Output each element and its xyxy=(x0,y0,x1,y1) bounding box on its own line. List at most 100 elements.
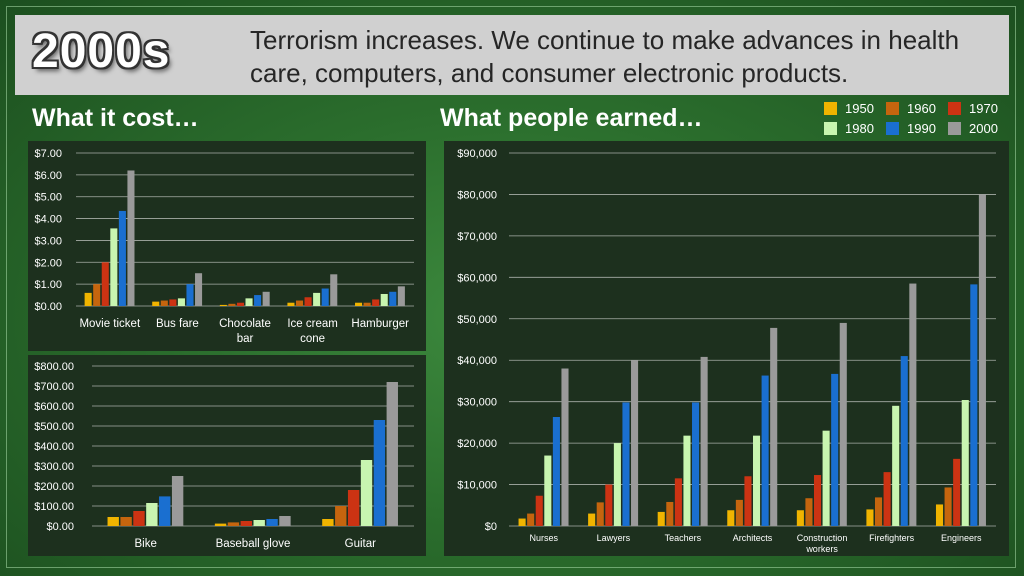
bar-2000 xyxy=(195,273,203,306)
y-tick-label: $300.00 xyxy=(34,461,74,473)
legend-item-1970: 1970 xyxy=(948,101,998,116)
bar-1990 xyxy=(692,402,700,526)
category-label: Movie ticket xyxy=(79,318,141,330)
y-tick-label: $5.00 xyxy=(34,192,62,204)
bar-1990 xyxy=(266,519,278,526)
bar-1960 xyxy=(93,284,101,306)
bar-2000 xyxy=(770,327,778,526)
legend-item-1950: 1950 xyxy=(824,101,874,116)
legend-label-1950: 1950 xyxy=(845,101,874,116)
bar-1950 xyxy=(796,510,804,526)
bar-1980 xyxy=(613,443,621,526)
legend-label-1980: 1980 xyxy=(845,121,874,136)
y-tick-label: $30,000 xyxy=(457,397,497,409)
bar-2000 xyxy=(561,368,569,526)
category-label: Ice cream xyxy=(287,318,338,330)
y-tick-label: $800.00 xyxy=(34,361,74,373)
bar-1990 xyxy=(159,496,171,526)
bar-1960 xyxy=(363,302,371,306)
bar-1970 xyxy=(347,490,360,526)
earned-section-title: What people earned… xyxy=(440,104,703,132)
bar-1970 xyxy=(605,484,613,526)
bar-1960 xyxy=(805,498,813,526)
bar-2000 xyxy=(978,194,986,526)
bar-1990 xyxy=(831,373,839,526)
category-label: Baseball glove xyxy=(216,538,291,550)
bar-1960 xyxy=(874,497,883,526)
category-label: Bus fare xyxy=(156,318,199,330)
category-label: Guitar xyxy=(345,538,376,550)
legend-label-2000: 2000 xyxy=(969,121,998,136)
bar-1990 xyxy=(389,291,397,306)
y-tick-label: $6.00 xyxy=(34,170,62,182)
slide-frame xyxy=(6,6,1016,568)
y-tick-label: $7.00 xyxy=(34,148,62,160)
bar-1950 xyxy=(214,523,227,526)
bar-1960 xyxy=(228,303,236,306)
legend-item-1990: 1990 xyxy=(886,121,936,136)
bar-1970 xyxy=(883,472,891,526)
bar-1970 xyxy=(133,511,145,526)
y-tick-label: $80,000 xyxy=(457,189,497,201)
bar-1980 xyxy=(822,430,830,526)
y-tick-label: $0 xyxy=(485,521,497,533)
category-label: Bike xyxy=(134,538,156,550)
category-label: Hamburger xyxy=(351,318,409,330)
bar-1990 xyxy=(900,356,908,526)
panel-earnings: $0 $10,000 $20,000 $30,000 $40,000 $50,000 $60… xyxy=(444,141,1009,556)
y-tick-label: $700.00 xyxy=(34,381,74,393)
y-tick-label: $1.00 xyxy=(34,279,62,291)
bar-2000 xyxy=(171,476,184,526)
bar-1950 xyxy=(518,518,526,526)
bar-1980 xyxy=(360,460,373,526)
bar-2000 xyxy=(330,274,338,306)
bar-1980 xyxy=(753,435,761,526)
legend-label-1960: 1960 xyxy=(907,101,936,116)
legend-label-1970: 1970 xyxy=(969,101,998,116)
bar-1970 xyxy=(101,262,109,306)
category-label: bar xyxy=(237,333,254,345)
y-tick-label: $50,000 xyxy=(457,314,497,326)
y-tick-label: $600.00 xyxy=(34,401,74,413)
category-label: Construction xyxy=(797,533,848,543)
category-label: workers xyxy=(805,544,838,554)
bar-1960 xyxy=(596,502,604,526)
category-label: Lawyers xyxy=(597,533,631,543)
bar-1980 xyxy=(253,520,265,526)
bar-1970 xyxy=(236,302,244,306)
y-tick-label: $90,000 xyxy=(457,148,497,160)
bar-1980 xyxy=(544,455,552,526)
bar-2000 xyxy=(397,286,405,306)
bar-1950 xyxy=(219,304,227,306)
y-tick-label: $500.00 xyxy=(34,421,74,433)
bar-1950 xyxy=(727,510,735,526)
category-label: cone xyxy=(300,333,325,345)
panel-small-items: $0.00 $1.00 $2.00 $3.00 $4.00 $5.00 $6.00 $7.00… xyxy=(28,141,426,351)
y-tick-label: $60,000 xyxy=(457,272,497,284)
y-tick-label: $10,000 xyxy=(457,480,497,492)
bar-2000 xyxy=(700,356,708,526)
era-title: 2000s xyxy=(32,25,171,78)
category-label: Firefighters xyxy=(869,533,915,543)
bar-1970 xyxy=(535,495,543,526)
bar-2000 xyxy=(386,382,398,526)
legend-swatch-1980 xyxy=(824,122,837,135)
y-tick-label: $4.00 xyxy=(34,214,62,226)
legend-item-1960: 1960 xyxy=(886,101,936,116)
bar-1950 xyxy=(107,517,119,526)
y-tick-label: $100.00 xyxy=(34,501,74,513)
legend-swatch-1970 xyxy=(948,102,961,115)
bar-1950 xyxy=(84,292,92,306)
chart-legend: 1950 1960 1970 1980 1990 2000 xyxy=(824,101,1014,139)
category-label: Nurses xyxy=(530,533,559,543)
y-tick-label: $0.00 xyxy=(34,301,62,313)
bar-1960 xyxy=(295,300,304,306)
bar-2000 xyxy=(631,360,639,526)
bar-1990 xyxy=(761,375,769,526)
category-label: Engineers xyxy=(941,533,982,543)
category-label: Architects xyxy=(733,533,773,543)
bar-1970 xyxy=(813,475,822,526)
bar-1980 xyxy=(380,293,388,306)
bar-2000 xyxy=(127,170,135,306)
bar-1990 xyxy=(254,295,262,306)
